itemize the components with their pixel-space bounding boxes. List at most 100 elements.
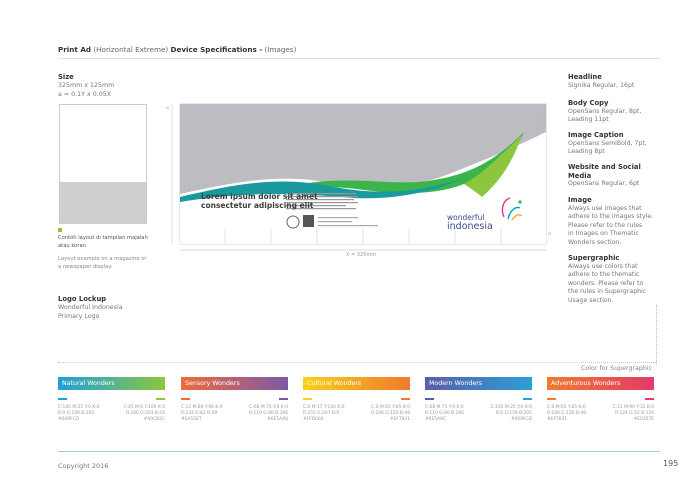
- ad-artwork: [171, 103, 547, 251]
- teal-wave: [180, 178, 464, 202]
- badge-icon: [286, 215, 300, 229]
- footer-copyright: Copyright 2016: [58, 462, 109, 470]
- spec-supergraphic-line-5: Usage section.: [568, 296, 614, 304]
- cmyk-line: C:0 M:65 Y:85 K:0: [371, 405, 410, 410]
- cmyk-line: C:0 M:65 Y:85 K:0: [547, 405, 586, 410]
- ad-headline: Lorem ipsum dolor sit amet consectetur a…: [201, 192, 318, 210]
- mini-cultural-2: [401, 398, 410, 400]
- mini-natural-2: [156, 398, 165, 400]
- hex-line: #6E5AA6: [267, 417, 288, 422]
- rgb-line: R:0 G:159 B:205: [495, 411, 532, 416]
- mini-natural-1: [58, 398, 67, 400]
- caption-en-line-2: a newspaper display.: [58, 263, 113, 270]
- hex-line: #FFD000: [303, 417, 324, 422]
- grid-ticks: [224, 228, 502, 244]
- wonderful-indonesia-logo-icon: [501, 197, 523, 221]
- mini-sensory-2: [279, 398, 288, 400]
- spec-website-line-1: OpenSans Regular, 6pt: [568, 180, 640, 187]
- cmyk-modern-right: C:100 M:25 Y:0 K:0 R:0 G:159 B:205 #009F…: [480, 405, 533, 423]
- example-caption-en: Layout example on a magazine or a newspa…: [58, 256, 168, 271]
- dotted-guide: [656, 305, 657, 365]
- hex-line: #A0CB2C: [143, 417, 165, 422]
- hex-line: #009FCD: [58, 417, 80, 422]
- logo-lockup-line-2: Primary Logo: [58, 313, 100, 320]
- page-number: 195: [663, 459, 679, 468]
- footer-divider: [58, 451, 660, 452]
- spec-image-line-5: Wonders section.: [568, 238, 622, 246]
- spec-image-line-2: adhere to the images style.: [568, 213, 654, 220]
- mini-modern-2: [523, 398, 532, 400]
- mini-cultural-1: [303, 398, 312, 400]
- x-measure-label: X = 325mm: [346, 252, 377, 258]
- logo-lockup-line-1: Wonderful Indonesia: [58, 304, 123, 311]
- header-divider: [58, 58, 660, 59]
- spec-website-title-2: Media: [568, 171, 592, 180]
- hex-line: #009FCD: [510, 417, 532, 422]
- cmyk-line: C:100 M:25 Y:0 K:0: [490, 405, 533, 410]
- mini-modern-1: [425, 398, 434, 400]
- spec-headline-title: Headline: [568, 73, 602, 81]
- swatch-cultural-wonders: Cultural Wonders: [303, 377, 410, 390]
- hex-line: #E0357E: [633, 417, 654, 422]
- wonder-modern: Modern Wonders: [425, 377, 532, 390]
- spec-supergraphic-line-4: the rules in Supergraphic: [568, 288, 647, 295]
- swatch-natural-wonders: Natural Wonders: [58, 377, 165, 390]
- spec-supergraphic-line-3: wonders. Please refer to: [568, 279, 644, 287]
- hex-line: #EF7831: [547, 417, 568, 422]
- logo-lockup-block: Logo Lockup Wonderful Indonesia Primary …: [58, 295, 123, 321]
- white-wave: [180, 132, 546, 244]
- swatch-modern-wonders: Modern Wonders: [425, 377, 532, 390]
- rgb-line: R:240 G:120 B:49: [371, 411, 410, 416]
- spec-website-title: Website and Social: [568, 163, 641, 171]
- wonder-cultural: Cultural Wonders: [303, 377, 410, 390]
- logo-lockup-label: Logo Lockup: [58, 295, 107, 303]
- spec-image-line-3: Please refer to the rules: [568, 221, 643, 229]
- magazine-ad-area: [60, 182, 146, 223]
- rgb-line: R:110 G:90 B:166: [249, 411, 288, 416]
- caption-en-line-1: Layout example on a magazine or: [58, 256, 147, 262]
- title-part-3: Device Specifications -: [170, 45, 263, 54]
- ad-logo-text: wonderful indonesia: [447, 213, 493, 231]
- hex-line: #EA5327: [181, 417, 202, 422]
- cmyk-line: C:12 M:90 Y:32 K:0: [612, 405, 655, 410]
- caption-id-line-2: atau koran: [58, 242, 86, 249]
- cmyk-line: C:68 M:75 Y:0 K:0: [425, 405, 464, 410]
- spec-body-copy-line-2: Leading 11pt: [568, 116, 609, 123]
- mini-adventurous-1: [547, 398, 556, 400]
- wonder-natural: Natural Wonders: [58, 377, 165, 390]
- spec-headline: Headline Signika Regular, 16pt: [568, 73, 660, 90]
- spec-body-copy-line-1: OpenSans Regular, 8pt,: [568, 107, 642, 115]
- spec-website-social: Website and Social Media OpenSans Regula…: [568, 163, 660, 189]
- spec-image-title: Image: [568, 196, 592, 204]
- spec-image: Image Always use images that adhere to t…: [568, 196, 660, 247]
- spec-supergraphic-line-1: Always use colors that: [568, 262, 638, 270]
- ad-headline-line-1: Lorem ipsum dolor sit amet: [201, 192, 318, 201]
- a-marker-right: a: [548, 231, 552, 237]
- qr-code-icon: [303, 215, 314, 227]
- a-marker-left: a: [166, 105, 170, 111]
- swatch-adventurous-wonders: Adventurous Wonders: [547, 377, 654, 390]
- page-title: Print Ad (Horizontal Extreme) Device Spe…: [58, 45, 296, 54]
- rgb-line: R:110 G:90 B:166: [425, 411, 464, 416]
- cmyk-line: C:68 M:75 Y:0 K:0: [249, 405, 288, 410]
- cmyk-natural-left: C:100 M:25 Y:0 K:0 R:0 G:159 B:205 #009F…: [58, 405, 110, 423]
- spec-image-caption-title: Image Caption: [568, 131, 624, 139]
- title-part-1: Print Ad: [58, 45, 92, 54]
- cmyk-line: C:100 M:25 Y:0 K:0: [58, 405, 100, 410]
- caption-id-line-1: Contoh layout di tampilan majalah: [58, 235, 148, 241]
- spec-image-line-1: Always use images that: [568, 204, 642, 212]
- mini-sensory-1: [181, 398, 190, 400]
- cmyk-sensory-left: C:12 M:80 Y:94 K:0 R:234 G:82 B:39 #EA53…: [181, 405, 233, 423]
- wonder-adventurous: Adventurous Wonders: [547, 377, 654, 390]
- size-line-1: 325mm x 125mm: [58, 82, 115, 89]
- green-swoosh: [284, 132, 524, 194]
- rgb-line: R:224 G:52 B:126: [615, 411, 654, 416]
- spec-body-copy: Body Copy OpenSans Regular, 8pt, Leading…: [568, 99, 660, 125]
- caption-marker: [58, 228, 62, 232]
- swatch-sensory-wonders: Sensory Wonders: [181, 377, 288, 390]
- cmyk-cultural-right: C:0 M:65 Y:85 K:0 R:240 G:120 B:49 #EF78…: [358, 405, 410, 423]
- spec-headline-line-1: Signika Regular, 16pt: [568, 81, 635, 89]
- cmyk-cultural-left: C:0 M:17 Y:100 K:0 R:255 G:207 B:0 #FFD0…: [303, 405, 355, 423]
- size-line-2: a = 0.1Y x 0.05X: [58, 91, 112, 98]
- cmyk-line: C:12 M:80 Y:94 K:0: [181, 405, 223, 410]
